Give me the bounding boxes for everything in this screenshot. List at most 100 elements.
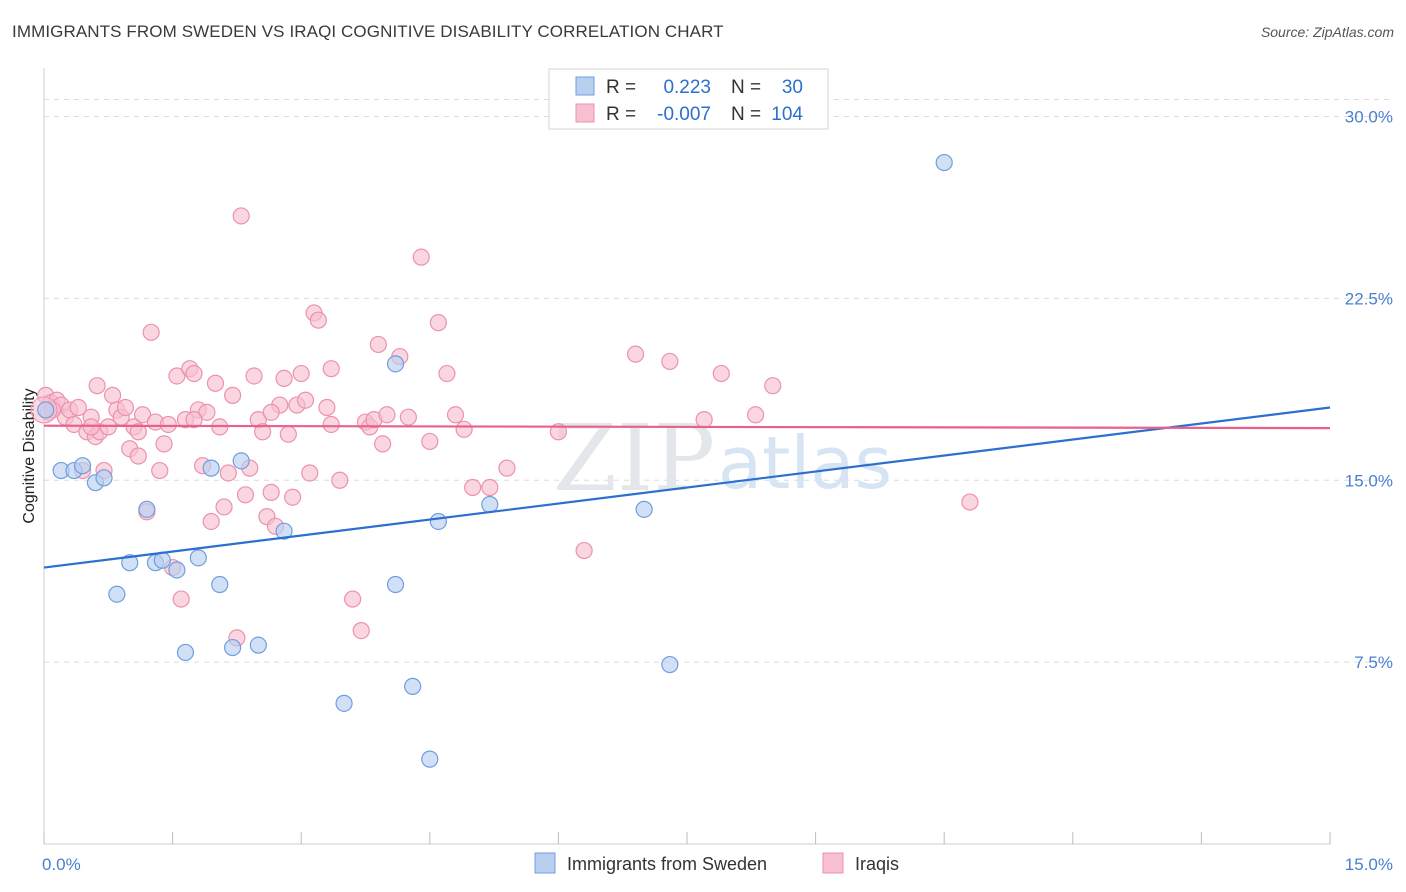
iraqis-point (202, 512, 220, 531)
iraqis-point (224, 386, 242, 404)
legend-swatch-iraqis (575, 103, 595, 123)
iraqis-point (151, 461, 169, 480)
legend-n-value-iraqis: 104 (771, 104, 803, 125)
sweden-point (232, 452, 250, 470)
sweden-trend-line (43, 406, 1331, 569)
sweden-point (404, 677, 422, 695)
iraqis-point (215, 498, 233, 516)
iraqis-point (219, 464, 237, 482)
legend-box (548, 68, 829, 130)
watermark-zip: ZIP (553, 405, 715, 512)
watermark-atlas: atlas (718, 421, 892, 505)
iraqis-point (764, 377, 782, 395)
sweden-point (275, 522, 293, 540)
chart-title: IMMIGRANTS FROM SWEDEN VS IRAQI COGNITIV… (12, 22, 724, 41)
iraqis-point (481, 478, 499, 497)
iraqis-point (275, 369, 293, 387)
iraqis-point (198, 403, 216, 421)
iraqis-point (661, 352, 679, 371)
legend-n-label-iraqis: N = (731, 104, 761, 125)
series-legend-label-sweden: Immigrants from Sweden (567, 854, 767, 874)
iraqis-point (279, 425, 297, 443)
iraqis-point (103, 386, 122, 404)
iraqis-point (352, 621, 370, 640)
sweden-point (481, 495, 499, 514)
legend-n-label-sweden: N = (731, 77, 761, 98)
iraqis-point (232, 207, 250, 225)
sweden-point (224, 638, 242, 657)
iraqis-point (455, 420, 473, 438)
iraqis-point (142, 323, 160, 341)
legend-n-value-sweden: 30 (782, 77, 803, 98)
iraqis-point (185, 364, 203, 383)
sweden-point (121, 554, 139, 572)
iraqis-point (318, 398, 336, 417)
iraqis-point (69, 398, 87, 417)
iraqis-point (292, 364, 310, 383)
sweden-point (211, 575, 229, 594)
correlation-legend: R = 0.223 N = 30 R = -0.007 N = 104 (548, 68, 829, 130)
iraqis-point (374, 435, 392, 453)
x-tick-label-min: 0.0% (42, 855, 81, 874)
legend-swatch-sweden (575, 76, 595, 96)
iraqis-point (322, 360, 340, 378)
iraqis-point (309, 311, 327, 329)
sweden-point (168, 561, 186, 579)
iraqis-point (159, 415, 177, 434)
iraqis-trend-line (43, 424, 1331, 430)
series-legend-label-iraqis: Iraqis (855, 854, 899, 874)
iraqis-point (322, 415, 340, 434)
sweden-point (138, 500, 156, 518)
iraqis-point (301, 464, 319, 482)
sweden-point (386, 575, 405, 594)
iraqis-point (129, 423, 147, 441)
iraqis-point (206, 374, 225, 392)
sweden-point (37, 401, 55, 419)
y-tick-labels: 7.5% 15.0% 22.5% 30.0% (1345, 108, 1393, 673)
sweden-point (189, 549, 207, 567)
x-tick-label-max: 15.0% (1345, 855, 1393, 874)
series-legend-swatch-iraqis (822, 852, 844, 874)
iraqis-point (65, 415, 83, 434)
iraqis-point (296, 391, 315, 409)
iraqis-point (245, 367, 263, 385)
legend-r-value-sweden: 0.223 (663, 77, 711, 98)
iraqis-point (155, 435, 173, 453)
sweden-point (635, 500, 653, 518)
iraqis-point (438, 364, 456, 383)
y-tick-label: 7.5% (1354, 653, 1393, 672)
trend-lines (43, 406, 1331, 569)
iraqis-point (236, 486, 255, 504)
y-tick-label: 22.5% (1345, 289, 1393, 308)
iraqis-point (284, 488, 302, 506)
iraqis-point (88, 377, 106, 395)
y-tick-label: 15.0% (1345, 471, 1393, 490)
sweden-point (661, 655, 679, 674)
sweden-point (73, 457, 92, 475)
sweden-point (386, 355, 405, 373)
iraqis-point (129, 447, 147, 465)
iraqis-point (378, 406, 396, 424)
iraqis-point (626, 345, 645, 363)
sweden-point (249, 636, 267, 654)
iraqis-point (185, 411, 203, 429)
iraqis-point (961, 493, 979, 511)
sweden-point (202, 459, 220, 477)
legend-r-label-iraqis: R = (606, 104, 636, 125)
series-legend-swatch-sweden (534, 852, 556, 874)
sweden-point (935, 153, 953, 172)
iraqis-point (262, 403, 280, 421)
legend-r-label-sweden: R = (606, 77, 636, 98)
iraqis-point (575, 541, 593, 560)
y-tick-label: 30.0% (1345, 108, 1393, 127)
iraqis-point (712, 364, 730, 383)
x-ticks (43, 832, 1331, 844)
source-credit: Source: ZipAtlas.com (1260, 24, 1394, 40)
watermark: ZIP atlas (553, 405, 892, 512)
iraqis-point (331, 471, 349, 489)
sweden-point (176, 643, 195, 662)
iraqis-point (412, 248, 430, 266)
sweden-point (421, 750, 439, 768)
iraqis-point (498, 459, 516, 477)
